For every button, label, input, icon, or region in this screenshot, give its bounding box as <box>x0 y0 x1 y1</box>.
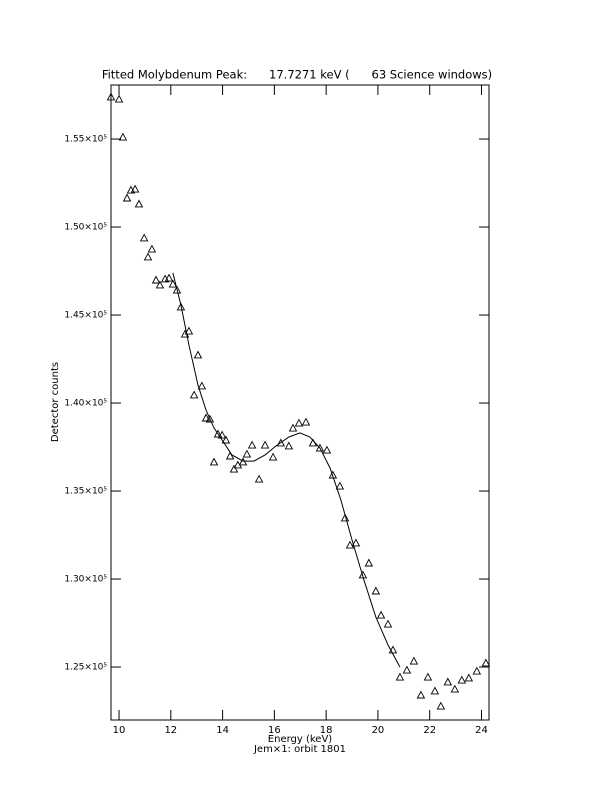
subtitle: Jem×1: orbit 1801 <box>253 744 346 755</box>
data-point <box>155 280 165 289</box>
data-point <box>217 430 227 439</box>
data-point <box>351 538 361 547</box>
data-point <box>409 656 419 665</box>
data-point <box>416 690 426 699</box>
fit-line <box>172 272 401 668</box>
data-point <box>472 666 482 675</box>
data-point <box>436 701 446 710</box>
data-point <box>151 275 161 284</box>
data-point <box>213 429 223 438</box>
data-point <box>229 464 239 473</box>
data-point <box>193 350 203 359</box>
data-point <box>301 417 311 426</box>
x-tick-label: 18 <box>320 725 333 736</box>
data-point <box>402 665 412 674</box>
x-tick-label: 12 <box>164 725 177 736</box>
x-tick-label: 16 <box>268 725 281 736</box>
data-point <box>423 672 433 681</box>
data-point <box>395 672 405 681</box>
data-point <box>276 438 286 447</box>
data-point <box>315 443 325 452</box>
data-point <box>184 326 194 335</box>
data-point <box>122 193 132 202</box>
data-point <box>242 449 252 458</box>
plot-frame <box>110 84 490 721</box>
data-point <box>147 244 157 253</box>
y-tick-label: 1.35×10⁵ <box>64 487 107 497</box>
data-point <box>288 423 298 432</box>
data-point <box>118 132 128 141</box>
data-point <box>388 645 398 654</box>
data-point <box>238 457 248 466</box>
data-point <box>284 441 294 450</box>
data-point <box>143 252 153 261</box>
data-point <box>247 440 257 449</box>
data-point <box>260 440 270 449</box>
data-point <box>134 199 144 208</box>
data-point <box>221 435 231 444</box>
data-point <box>430 686 440 695</box>
data-point <box>205 414 215 423</box>
y-tick-label: 1.45×10⁵ <box>64 311 107 321</box>
data-point <box>197 381 207 390</box>
data-point <box>450 684 460 693</box>
data-point <box>340 513 350 522</box>
x-tick-label: 10 <box>113 725 126 736</box>
data-point <box>168 279 178 288</box>
data-point <box>106 92 116 101</box>
y-tick-label: 1.50×10⁵ <box>64 223 107 233</box>
data-point <box>164 273 174 282</box>
y-tick-label: 1.25×10⁵ <box>64 663 107 673</box>
data-point <box>268 452 278 461</box>
data-point <box>335 481 345 490</box>
data-point <box>364 558 374 567</box>
y-tick-label: 1.40×10⁵ <box>64 399 107 409</box>
x-axis-label: Energy (keV) <box>268 734 333 745</box>
y-tick-label: 1.30×10⁵ <box>64 575 107 585</box>
data-point <box>457 675 467 684</box>
data-point <box>464 673 474 682</box>
y-axis-label: Detector counts <box>50 362 61 442</box>
data-point <box>371 586 381 595</box>
data-point <box>201 413 211 422</box>
data-point <box>114 94 124 103</box>
data-point <box>172 285 182 294</box>
data-point <box>130 184 140 193</box>
data-point <box>209 457 219 466</box>
data-point <box>189 390 199 399</box>
data-point <box>345 540 355 549</box>
x-tick-label: 20 <box>372 725 385 736</box>
y-tick-label: 1.55×10⁵ <box>64 135 107 145</box>
data-point <box>139 233 149 242</box>
data-point <box>481 658 491 667</box>
data-point <box>322 445 332 454</box>
data-point <box>176 302 186 311</box>
data-point <box>294 418 304 427</box>
data-point <box>383 619 393 628</box>
data-point <box>328 470 338 479</box>
data-point <box>225 451 235 460</box>
x-tick-label: 24 <box>475 725 488 736</box>
data-point <box>254 474 264 483</box>
data-point <box>443 677 453 686</box>
x-tick-label: 22 <box>423 725 436 736</box>
data-point <box>376 610 386 619</box>
chart-title: Fitted Molybdenum Peak: 17.7271 keV ( 63… <box>102 68 492 82</box>
x-tick-label: 14 <box>216 725 229 736</box>
